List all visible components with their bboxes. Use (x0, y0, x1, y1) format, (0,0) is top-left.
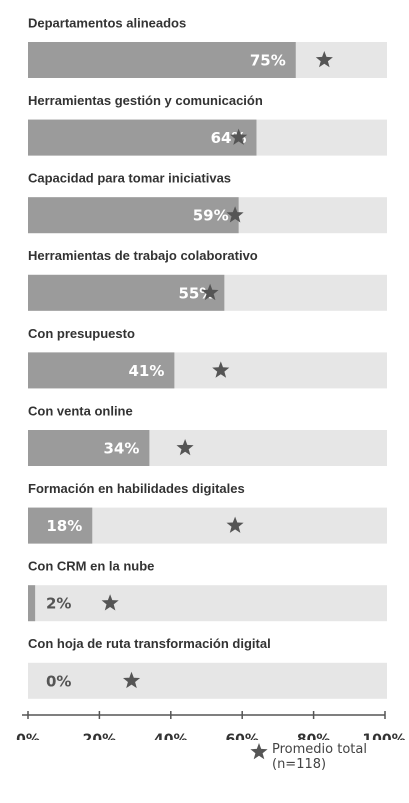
bar (28, 42, 296, 78)
legend-star (250, 743, 268, 760)
bar-track (28, 585, 387, 622)
legend-label: Promedio total (n=118) (272, 742, 367, 772)
bar (28, 585, 36, 622)
value-label: 41% (128, 362, 164, 380)
bar (28, 507, 93, 544)
x-tick-label: 0% (16, 732, 40, 740)
x-tick-label: 20% (83, 732, 117, 740)
average-star (230, 128, 248, 145)
value-label: 59% (193, 207, 229, 225)
average-star (176, 439, 194, 456)
chart: Departamentos alineados 75% Herramientas g… (16, 15, 406, 748)
bar (28, 430, 150, 466)
value-label: 2% (46, 595, 71, 613)
category-label: Con hoja de ruta transformación digital (28, 636, 271, 651)
average-star (101, 594, 119, 611)
legend: Promedio total (n=118) (250, 742, 400, 772)
average-star (212, 361, 230, 378)
legend-marker (250, 743, 268, 760)
category-label: Herramientas de trabajo colaborativo (28, 248, 258, 263)
average-star (315, 51, 333, 68)
x-tick-label: 60% (225, 732, 259, 740)
bar (28, 274, 225, 311)
category-label: Capacidad para tomar iniciativas (28, 171, 231, 186)
x-tick-label: 100% (362, 732, 405, 740)
average-star (226, 516, 244, 533)
average-star (226, 206, 244, 223)
x-tick-label: 80% (297, 732, 331, 740)
value-label: 55% (178, 284, 214, 302)
bar (28, 197, 239, 234)
category-label: Con venta online (28, 403, 133, 418)
category-label: Con presupuesto (28, 326, 135, 341)
value-label: 75% (250, 52, 286, 70)
category-label: Departamentos alineados (28, 15, 186, 30)
bar-track (28, 662, 387, 699)
category-label: Formación en habilidades digitales (28, 481, 245, 496)
x-tick-label: 40% (154, 732, 188, 740)
value-label: 0% (46, 672, 71, 690)
average-star (123, 671, 141, 689)
value-label: 34% (103, 440, 139, 458)
category-label: Herramientas gestión y comunicación (28, 93, 263, 108)
average-star (201, 283, 219, 301)
bar (28, 352, 175, 389)
bar (28, 119, 257, 156)
category-label: Con CRM en la nube (28, 559, 154, 574)
value-label: 18% (46, 517, 82, 535)
